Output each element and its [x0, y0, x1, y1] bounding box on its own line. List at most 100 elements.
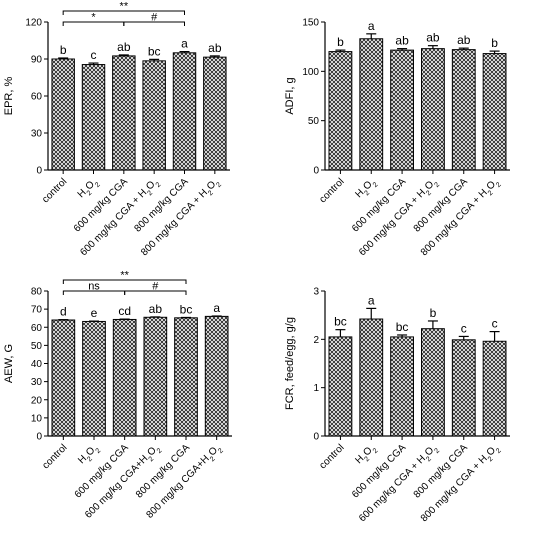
bar — [203, 56, 227, 171]
category-label: control — [40, 442, 69, 471]
bracket-label: ** — [120, 270, 129, 282]
significance-letter: d — [60, 305, 67, 319]
y-tick-label: 120 — [25, 18, 42, 29]
significance-letter: ab — [457, 33, 471, 47]
y-axis-label: EPR, % — [3, 77, 15, 116]
bar — [51, 319, 76, 437]
significance-letter: c — [492, 317, 498, 331]
bar — [204, 315, 229, 437]
chart-panel-2: 0 50 100 150 ADFI, g b control a H2O2 ab 600 mg/kg… — [284, 18, 510, 258]
y-axis-label: ADFI, g — [284, 77, 296, 114]
category-label: control — [40, 176, 69, 205]
bar — [390, 49, 414, 171]
significance-letter: a — [368, 293, 375, 307]
y-tick-label: 80 — [31, 287, 43, 298]
y-tick-label: 50 — [31, 341, 43, 352]
bar — [143, 316, 168, 437]
y-tick-label: 10 — [31, 413, 43, 424]
significance-letter: c — [91, 48, 97, 62]
bar — [112, 55, 136, 171]
y-tick-label: 60 — [31, 92, 43, 103]
bracket-label: ** — [120, 1, 129, 13]
bracket-label: ns — [88, 281, 100, 293]
y-tick-label: 3 — [313, 287, 319, 298]
category-label: 600 mg/kg CGA — [72, 176, 130, 234]
y-tick-label: 2 — [313, 335, 319, 346]
bar — [482, 53, 507, 171]
significance-letter: b — [60, 43, 67, 57]
y-axis-label: FCR, feed/egg, g/g — [284, 317, 296, 410]
significance-letter: a — [213, 301, 220, 315]
bracket-label: # — [152, 281, 159, 293]
significance-bracket — [123, 21, 185, 26]
bracket-label: # — [151, 12, 158, 24]
category-label: H2O2 — [353, 176, 379, 202]
y-tick-label: 90 — [31, 55, 43, 66]
significance-letter: bc — [396, 320, 409, 334]
bar — [112, 318, 137, 437]
category-label: 600 mg/kg CGA — [350, 176, 408, 234]
bar — [51, 58, 75, 171]
category-label: control — [318, 442, 347, 471]
category-label: 600 mg/kg CGA — [350, 442, 408, 500]
bar — [390, 336, 414, 437]
y-tick-label: 60 — [31, 323, 43, 334]
y-tick-label: 100 — [302, 67, 319, 78]
bar — [142, 60, 166, 171]
significance-letter: bc — [148, 44, 161, 58]
category-label: H2O2 — [76, 176, 102, 202]
significance-letter: cd — [118, 304, 131, 318]
bar — [81, 64, 106, 171]
significance-letter: b — [430, 306, 437, 320]
significance-bracket — [62, 279, 187, 284]
y-tick-label: 50 — [308, 116, 320, 127]
category-label: 800 mg/kg CGA — [412, 442, 470, 500]
bar — [451, 339, 476, 437]
category-label: control — [318, 176, 347, 205]
y-tick-label: 150 — [302, 18, 319, 29]
y-tick-label: 0 — [313, 166, 319, 177]
y-tick-label: 20 — [31, 395, 43, 406]
y-tick-label: 30 — [31, 377, 43, 388]
significance-letter: ab — [149, 302, 163, 316]
y-tick-label: 1 — [313, 383, 319, 394]
significance-bracket — [62, 10, 185, 15]
chart-panel-3: 0 10 20 30 40 50 60 70 80 AEW, G d control e H2O2 cd 60… — [3, 270, 232, 521]
bar — [482, 340, 507, 437]
y-axis-label: AEW, G — [3, 344, 15, 383]
bar — [328, 51, 353, 171]
category-label: 800 mg/kg CGA — [134, 442, 192, 500]
category-label: H2O2 — [353, 442, 379, 468]
bar — [82, 320, 106, 437]
category-label: 800 mg/kg CGA — [412, 176, 470, 234]
category-label: H2O2 — [76, 442, 102, 468]
y-tick-label: 40 — [31, 359, 43, 370]
significance-letter: e — [91, 306, 98, 320]
y-tick-label: 0 — [36, 166, 42, 177]
bar — [359, 318, 384, 437]
significance-letter: ab — [395, 34, 409, 48]
bar — [359, 38, 384, 171]
bar — [328, 336, 353, 437]
significance-letter: ab — [426, 31, 440, 45]
significance-letter: b — [337, 35, 344, 49]
y-tick-label: 0 — [36, 432, 42, 443]
bar — [172, 52, 197, 171]
bar — [421, 328, 445, 437]
significance-letter: c — [461, 321, 467, 335]
significance-letter: b — [491, 36, 498, 50]
bracket-label: * — [91, 12, 96, 24]
y-tick-label: 0 — [313, 432, 319, 443]
y-tick-label: 30 — [31, 129, 43, 140]
significance-letter: a — [368, 19, 375, 33]
significance-letter: ab — [117, 40, 131, 54]
category-label: 600 mg/kg CGA — [73, 442, 131, 500]
y-tick-label: 70 — [31, 305, 43, 316]
significance-letter: ab — [208, 41, 222, 55]
significance-letter: bc — [180, 302, 193, 316]
bar — [174, 317, 198, 437]
significance-bracket — [124, 290, 187, 295]
significance-letter: a — [181, 37, 188, 51]
